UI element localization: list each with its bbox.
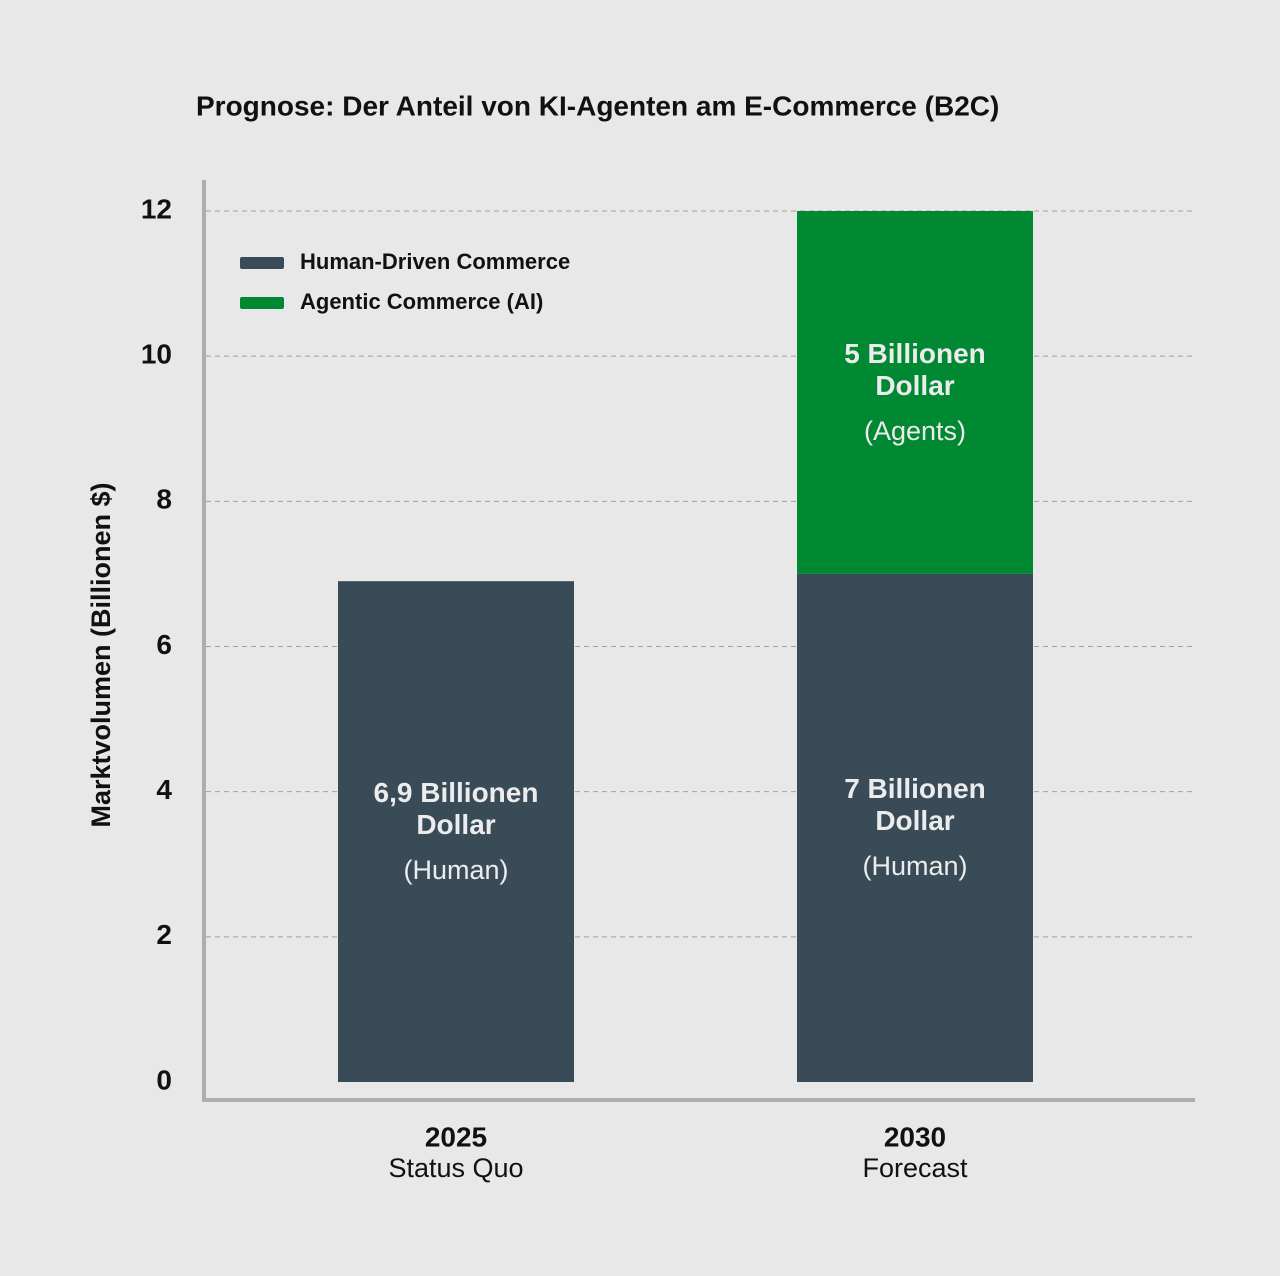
x-tick-label: 2030 xyxy=(884,1121,946,1152)
legend-label: Agentic Commerce (AI) xyxy=(300,289,543,314)
bar-segment xyxy=(797,211,1033,574)
value-note: (Agents) xyxy=(863,415,967,446)
value-note: (Human) xyxy=(862,851,968,882)
y-tick-label: 8 xyxy=(156,484,172,515)
x-tick-sublabel: Status Quo xyxy=(388,1153,523,1183)
y-tick-label: 0 xyxy=(156,1064,172,1095)
bar-segment xyxy=(797,573,1033,1082)
y-tick-label: 6 xyxy=(156,629,172,660)
y-tick-label: 2 xyxy=(156,919,172,950)
value-label: 6,9 Billionen Dollar xyxy=(373,777,539,841)
y-tick-label: 4 xyxy=(156,774,172,805)
value-label-block: 5 Billionen Dollar (Agents) xyxy=(805,338,1025,447)
value-label-block: 7 Billionen Dollar (Human) xyxy=(805,773,1025,882)
value-label: 5 Billionen Dollar xyxy=(844,337,986,401)
value-label: 7 Billionen Dollar xyxy=(844,773,986,837)
bar-segment xyxy=(338,581,574,1082)
legend-swatch xyxy=(240,297,284,309)
legend-swatch xyxy=(240,257,284,269)
y-tick-label: 12 xyxy=(141,193,172,224)
chart-title: Prognose: Der Anteil von KI-Agenten am E… xyxy=(196,90,999,121)
y-tick-label: 10 xyxy=(141,339,172,370)
y-axis-label: Marktvolumen (Billionen $) xyxy=(86,482,116,827)
value-label-block: 6,9 Billionen Dollar (Human) xyxy=(346,777,566,886)
x-tick-sublabel: Forecast xyxy=(862,1153,968,1183)
value-note: (Human) xyxy=(403,855,509,886)
x-tick-label: 2025 xyxy=(425,1121,487,1152)
legend-label: Human-Driven Commerce xyxy=(300,249,570,274)
